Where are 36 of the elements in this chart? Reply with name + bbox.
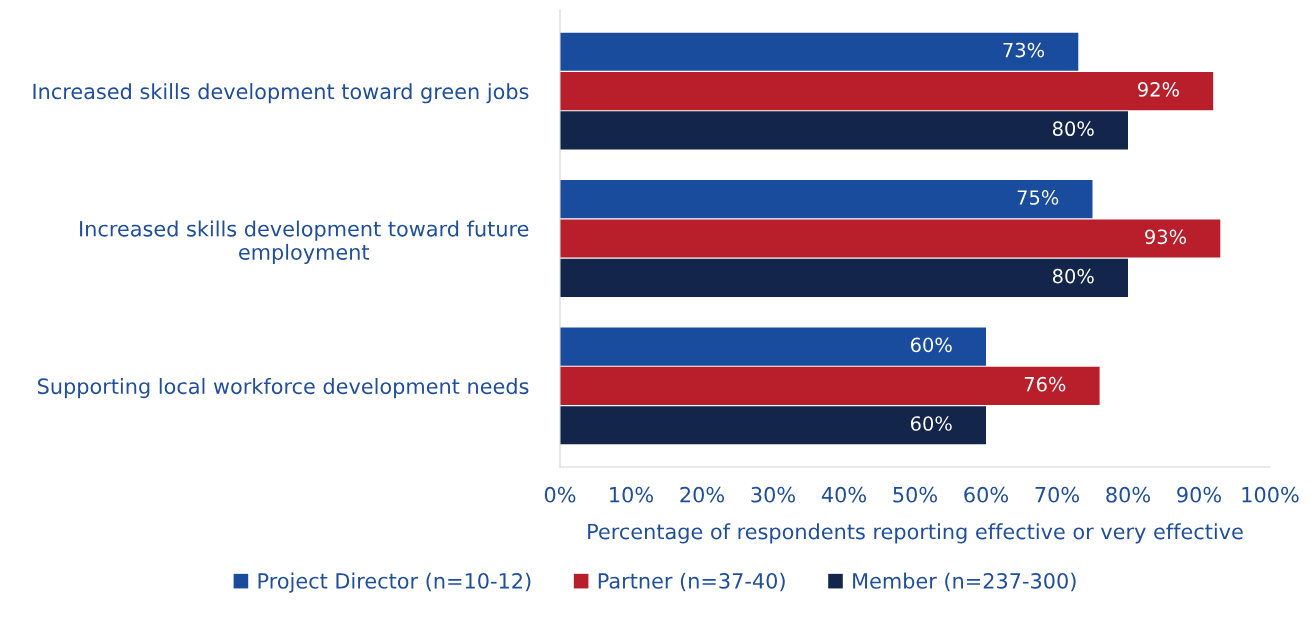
data-label: 73% <box>1003 42 1045 58</box>
x-tick-label: 60% <box>964 486 1008 503</box>
data-label: 60% <box>910 337 952 353</box>
bar <box>560 72 1214 111</box>
x-tick-label: 20% <box>680 486 724 503</box>
y-tick-label: Increased skills development toward green jobs <box>33 83 529 104</box>
bar <box>560 406 986 445</box>
x-axis-title: Percentage of respondents reporting effective or very effective <box>588 523 1243 544</box>
x-tick-label: 80% <box>1106 486 1150 503</box>
x-tick-label: 30% <box>751 486 795 503</box>
bar <box>560 327 986 366</box>
data-label: 80% <box>1052 268 1094 284</box>
legend-label: Project Director (n=10-12) <box>258 572 531 593</box>
bar <box>560 111 1128 150</box>
data-label: 76% <box>1024 376 1066 392</box>
x-tick-label: 0% <box>544 486 576 503</box>
legend-label: Member (n=237-300) <box>853 572 1076 592</box>
bar <box>560 366 1100 405</box>
x-tick-label: 100% <box>1242 486 1299 503</box>
bar <box>560 32 1079 71</box>
data-label: 60% <box>910 416 952 431</box>
legend-label: Partner (n=37-40) <box>598 572 785 592</box>
data-label: 92% <box>1138 82 1179 97</box>
bar <box>560 180 1093 219</box>
x-tick-label: 40% <box>821 486 866 503</box>
x-tick-label: 70% <box>1035 486 1079 503</box>
x-tick-label: 50% <box>893 486 937 503</box>
data-label: 80% <box>1052 121 1094 137</box>
bar <box>560 219 1221 258</box>
data-label: 75% <box>1017 190 1059 205</box>
y-tick-label: Increased skills development toward future employment <box>80 220 529 264</box>
bar <box>560 258 1128 297</box>
x-tick-label: 90% <box>1177 486 1221 503</box>
data-label: 93% <box>1145 229 1187 245</box>
x-tick-label: 10% <box>610 486 653 503</box>
y-tick-label: Supporting local workforce development needs <box>37 378 529 399</box>
